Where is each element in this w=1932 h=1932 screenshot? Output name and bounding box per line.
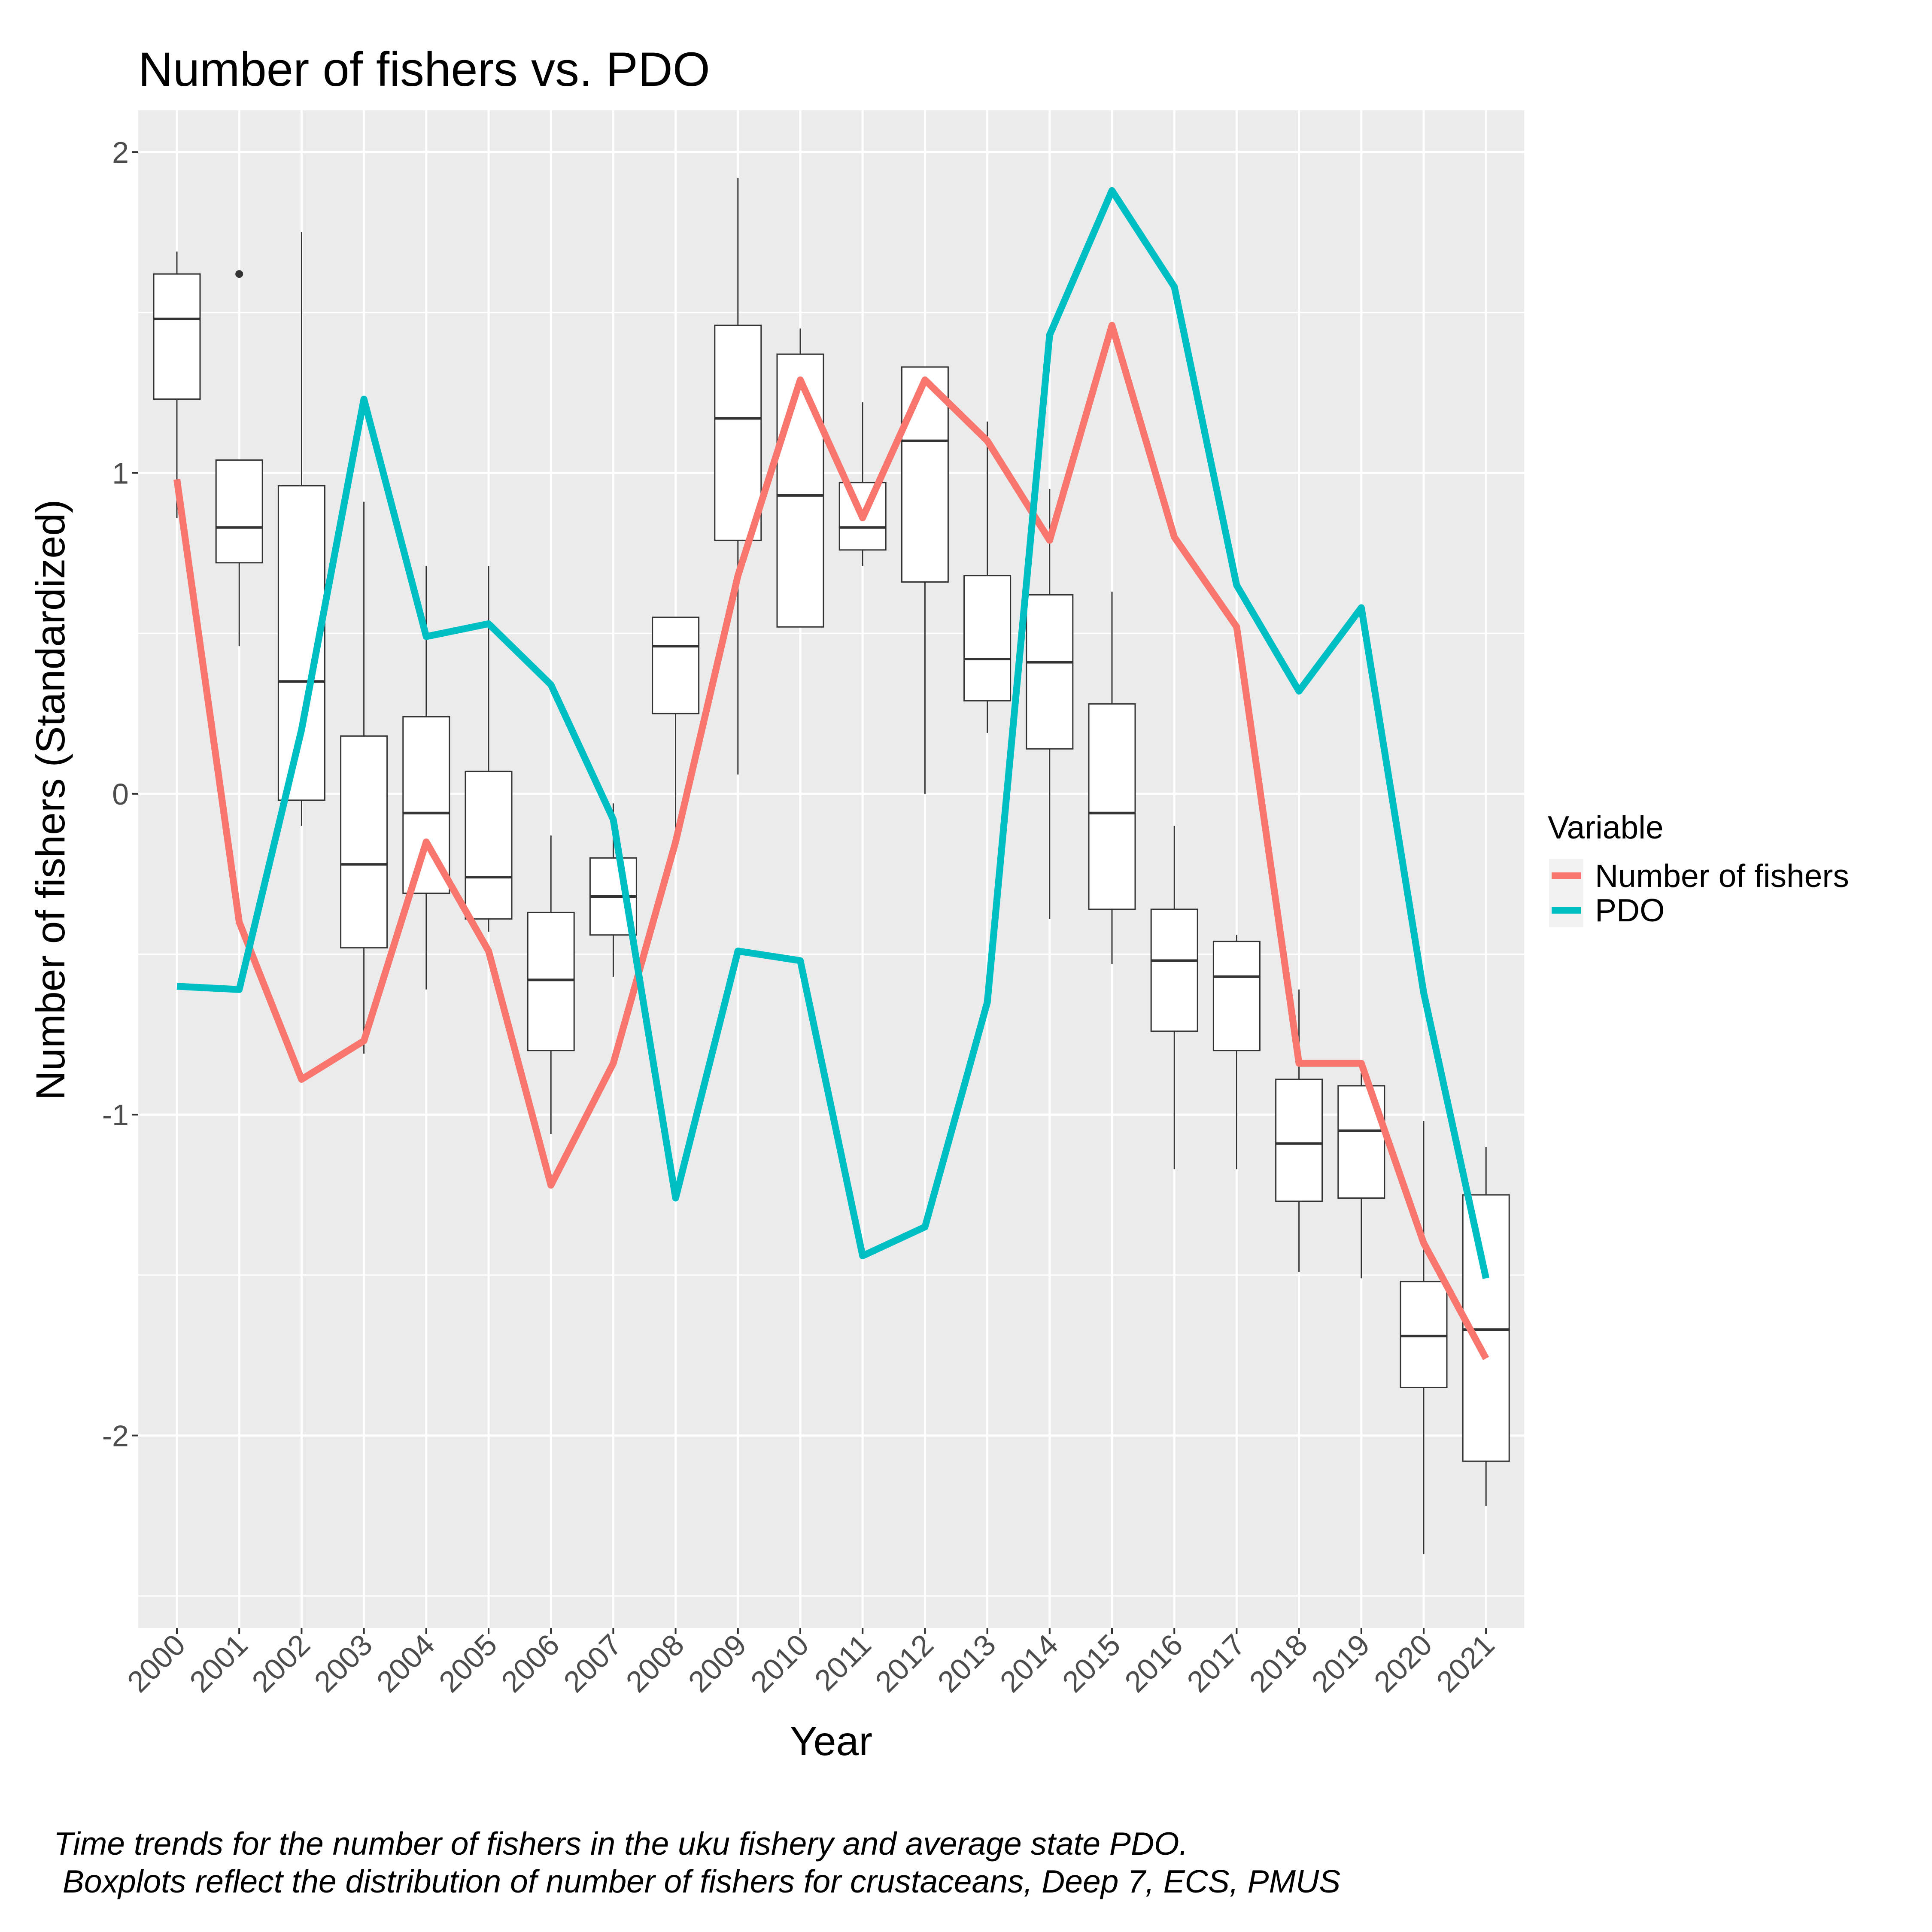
x-tick-label: 2017 [1181,1628,1252,1698]
y-axis-label: Number of fishers (Standardized) [28,499,73,1100]
minor-gridlines [138,312,1524,1597]
boxplot-outlier [235,270,243,278]
boxplot-box [652,617,700,714]
y-tick-label: 1 [112,457,129,490]
x-axis: 2000200120022003200420052006200720082009… [121,1628,1501,1698]
x-tick-label: 2020 [1367,1628,1438,1698]
boxplot-box [1088,703,1136,910]
x-tick-label: 2008 [620,1628,690,1698]
boxplot-box [1275,1078,1323,1202]
boxplot-2008 [652,617,700,832]
boxplot-box [215,459,263,564]
boxplot-2017 [1212,935,1261,1170]
boxplot-box [1026,594,1074,750]
series-line-pdo [176,187,1490,1279]
x-tick-label: 2014 [993,1628,1064,1698]
x-tick-label: 2019 [1305,1628,1376,1698]
boxplot-box [963,575,1012,702]
x-tick-label: 2010 [744,1628,815,1698]
x-tick-label: 2021 [1430,1628,1501,1698]
y-axis: -2 -1 0 1 2 [102,136,138,1453]
boxplot-box [714,325,762,541]
boxplot-2003 [340,501,388,1054]
boxplot-box [1212,941,1261,1051]
boxplot-2000 [153,251,201,518]
y-tick-label: 2 [112,136,129,169]
boxplots [153,177,1510,1555]
boxplot-2011 [838,402,887,566]
boxplot-box [340,735,388,949]
series-lines [173,187,1490,1360]
boxplot-box [776,353,824,628]
x-tick-label: 2005 [432,1628,503,1698]
x-tick-label: 2015 [1056,1628,1127,1698]
boxplot-2005 [465,566,513,932]
x-axis-label: Year [790,1719,872,1764]
x-tick-label: 2001 [183,1628,254,1698]
boxplot-2016 [1150,826,1198,1170]
x-tick-label: 2003 [308,1628,379,1698]
boxplot-box [1400,1281,1448,1388]
boxplot-2012 [901,366,949,794]
x-tick-label: 2016 [1118,1628,1189,1698]
x-tick-label: 2011 [808,1628,878,1697]
x-tick-label: 2009 [682,1628,753,1698]
x-tick-label: 2007 [557,1628,628,1698]
caption-line-1: Time trends for the number of fishers in… [54,1826,1188,1862]
boxplot-2013 [963,421,1012,733]
x-tick-label: 2006 [495,1628,566,1698]
boxplot-box [901,366,949,583]
x-tick-label: 2002 [246,1628,316,1698]
boxplot-2018 [1275,989,1323,1272]
x-tick-label: 2004 [370,1628,441,1698]
boxplot-box [465,771,513,920]
x-tick-label: 2018 [1243,1628,1314,1698]
boxplot-box [838,482,887,551]
boxplot-box [1150,908,1198,1032]
x-tick-label: 2013 [931,1628,1002,1698]
chart-title: Number of fishers vs. PDO [138,43,710,96]
boxplot-2015 [1088,592,1136,964]
boxplot-2014 [1026,489,1074,919]
boxplot-box [153,273,201,400]
caption-line-2: Boxplots reflect the distribution of num… [54,1863,1340,1899]
boxplot-2006 [527,835,575,1134]
series-line-number-of-fishers [173,322,1489,1360]
boxplot-2001 [215,270,263,647]
x-tick-label: 2012 [869,1628,940,1698]
y-tick-label: -1 [102,1098,129,1132]
legend-title: Variable [1548,809,1664,845]
boxplot-box [527,911,575,1051]
boxplot-2020 [1400,1121,1448,1555]
boxplot-2010 [776,328,824,628]
legend-entry-label: PDO [1595,892,1665,928]
figure-caption: Time trends for the number of fishers in… [54,1826,1340,1899]
boxplot-2009 [714,177,762,775]
y-tick-label: -2 [102,1419,129,1453]
legend-entry-label: Number of fishers [1595,858,1849,894]
x-tick-label: 2000 [121,1628,191,1698]
y-tick-label: 0 [112,778,129,811]
